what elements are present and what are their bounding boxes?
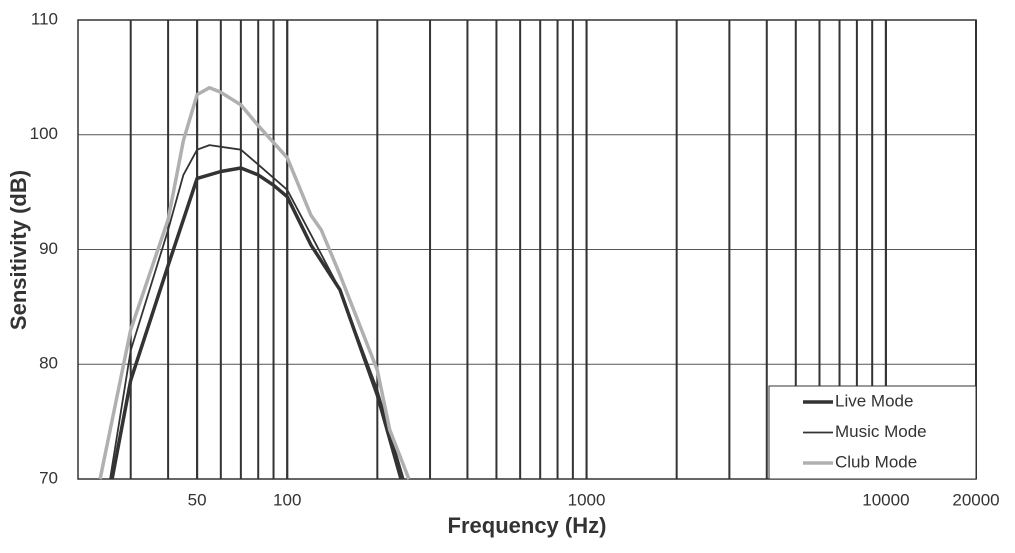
x-tick-label: 20000: [952, 490, 999, 509]
x-tick-label: 100: [273, 490, 301, 509]
y-tick-label: 100: [30, 124, 58, 143]
series-line: [98, 85, 411, 480]
series-line: [109, 144, 405, 480]
x-tick-label: 50: [188, 490, 207, 509]
legend-label: Live Mode: [835, 391, 913, 410]
y-tick-label: 80: [39, 354, 58, 373]
x-axis-title: Frequency (Hz): [448, 513, 607, 538]
x-tick-label: 1000: [568, 490, 606, 509]
y-tick-label: 70: [39, 468, 58, 487]
legend-label: Club Mode: [835, 452, 917, 471]
y-axis-title: Sensitivity (dB): [6, 170, 31, 330]
y-tick-label: 90: [39, 239, 58, 258]
y-tick-label: 110: [31, 9, 58, 28]
x-tick-label: 10000: [862, 490, 909, 509]
legend-label: Music Mode: [835, 422, 927, 441]
